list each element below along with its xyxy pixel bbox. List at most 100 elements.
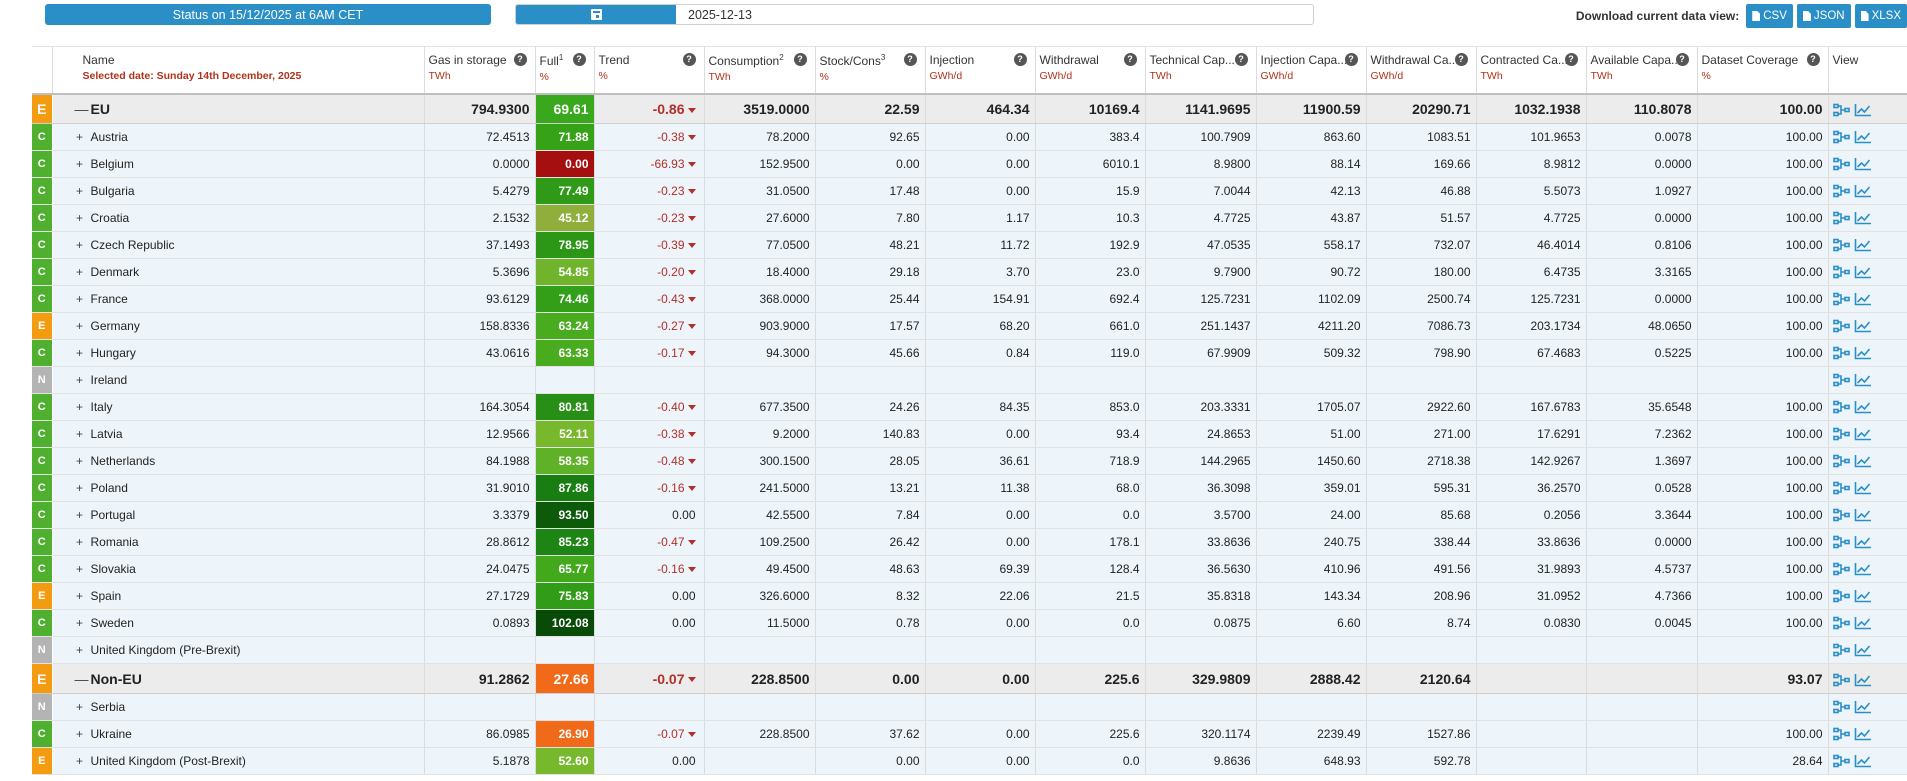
help-icon[interactable]: ? — [1234, 53, 1248, 66]
table-row[interactable]: C + Netherlands 84.1988 58.35 -0.48 300.1500 28… — [32, 447, 1907, 475]
table-row[interactable]: C + Slovakia 24.0475 65.77 -0.16 49.4500 48.63 6… — [32, 555, 1907, 583]
expand-icon[interactable]: + — [75, 562, 83, 576]
table-row[interactable]: C + Romania 28.8612 85.23 -0.47 109.2500 26.42 0… — [32, 528, 1907, 556]
column-header-full[interactable]: Full1%? — [535, 46, 595, 95]
hierarchy-icon[interactable] — [1832, 727, 1851, 741]
help-icon[interactable]: ? — [903, 53, 917, 66]
hierarchy-icon[interactable] — [1832, 673, 1851, 687]
line-chart-icon[interactable] — [1854, 184, 1872, 198]
expand-icon[interactable]: + — [75, 481, 83, 495]
date-input[interactable] — [676, 5, 1313, 24]
line-chart-icon[interactable] — [1854, 481, 1872, 495]
line-chart-icon[interactable] — [1854, 508, 1872, 522]
table-row[interactable]: C + Latvia 12.9566 52.11 -0.38 9.2000 140.83 0.0… — [32, 420, 1907, 448]
expand-icon[interactable]: + — [75, 508, 83, 522]
group-row[interactable]: E — Non-EU 91.2862 27.66 -0.07 228.8500 0.00 0.0… — [32, 663, 1907, 694]
group-row[interactable]: E — EU 794.9300 69.61 -0.86 3519.0000 22.59 464.… — [32, 93, 1907, 124]
line-chart-icon[interactable] — [1854, 727, 1872, 741]
line-chart-icon[interactable] — [1854, 700, 1872, 714]
table-row[interactable]: C + Denmark 5.3696 54.85 -0.20 18.4000 29.18 3.7… — [32, 258, 1907, 286]
expand-icon[interactable]: + — [75, 643, 83, 657]
hierarchy-icon[interactable] — [1832, 508, 1851, 522]
help-icon[interactable]: ? — [1344, 53, 1358, 66]
collapse-icon[interactable]: — — [74, 670, 89, 687]
table-row[interactable]: C + Poland 31.9010 87.86 -0.16 241.5000 13.21 11… — [32, 474, 1907, 502]
column-header-dataset-coverage[interactable]: Dataset Coverage%? — [1697, 46, 1829, 95]
table-row[interactable]: C + Bulgaria 5.4279 77.49 -0.23 31.0500 17.48 0.… — [32, 177, 1907, 205]
hierarchy-icon[interactable] — [1832, 238, 1851, 252]
expand-icon[interactable]: + — [75, 400, 83, 414]
expand-icon[interactable]: + — [75, 346, 83, 360]
table-row[interactable]: C + Portugal 3.3379 93.50 0.00 42.5500 7.84 0.00… — [32, 501, 1907, 529]
column-header-withdrawal[interactable]: Withdrawal GWh/d? — [1035, 46, 1146, 95]
line-chart-icon[interactable] — [1854, 673, 1872, 687]
hierarchy-icon[interactable] — [1832, 103, 1851, 117]
hierarchy-icon[interactable] — [1832, 643, 1851, 657]
column-header-contracted-ca[interactable]: Contracted Ca... TWh? — [1476, 46, 1587, 95]
table-row[interactable]: N + United Kingdom (Pre-Brexit) — [32, 636, 1907, 664]
expand-icon[interactable]: + — [75, 238, 83, 252]
download-csv-button[interactable]: CSV — [1746, 4, 1793, 28]
table-row[interactable]: N + Ireland — [32, 366, 1907, 394]
table-row[interactable]: C + Belgium 0.0000 0.00 -66.93 152.9500 0.00 0.0… — [32, 150, 1907, 178]
hierarchy-icon[interactable] — [1832, 481, 1851, 495]
expand-icon[interactable]: + — [75, 700, 83, 714]
line-chart-icon[interactable] — [1854, 589, 1872, 603]
column-header-consumption[interactable]: Consumption2 TWh? — [704, 46, 816, 95]
help-icon[interactable]: ? — [1675, 53, 1689, 66]
hierarchy-icon[interactable] — [1832, 184, 1851, 198]
hierarchy-icon[interactable] — [1832, 589, 1851, 603]
table-row[interactable]: C + Italy 164.3054 80.81 -0.40 677.3500 24.26 84… — [32, 393, 1907, 421]
line-chart-icon[interactable] — [1854, 238, 1872, 252]
expand-icon[interactable]: + — [75, 427, 83, 441]
hierarchy-icon[interactable] — [1832, 265, 1851, 279]
line-chart-icon[interactable] — [1854, 319, 1872, 333]
column-header-name[interactable]: Name Selected date: Sunday 14th December,… — [52, 46, 425, 95]
hierarchy-icon[interactable] — [1832, 535, 1851, 549]
hierarchy-icon[interactable] — [1832, 157, 1851, 171]
line-chart-icon[interactable] — [1854, 400, 1872, 414]
line-chart-icon[interactable] — [1854, 373, 1872, 387]
help-icon[interactable]: ? — [1564, 53, 1578, 66]
collapse-icon[interactable]: — — [74, 100, 89, 117]
line-chart-icon[interactable] — [1854, 562, 1872, 576]
hierarchy-icon[interactable] — [1832, 754, 1851, 768]
column-header-injection-capa[interactable]: Injection Capa... GWh/d? — [1256, 46, 1367, 95]
line-chart-icon[interactable] — [1854, 616, 1872, 630]
hierarchy-icon[interactable] — [1832, 130, 1851, 144]
column-header-gas-in-storage[interactable]: Gas in storage TWh? — [424, 46, 536, 95]
expand-icon[interactable]: + — [75, 727, 83, 741]
line-chart-icon[interactable] — [1854, 103, 1872, 117]
table-row[interactable]: C + Hungary 43.0616 63.33 -0.17 94.3000 45.66 0.… — [32, 339, 1907, 367]
expand-icon[interactable]: + — [75, 454, 83, 468]
line-chart-icon[interactable] — [1854, 292, 1872, 306]
help-icon[interactable]: ? — [1013, 53, 1027, 66]
help-icon[interactable]: ? — [682, 53, 696, 66]
hierarchy-icon[interactable] — [1832, 427, 1851, 441]
column-header-withdrawal-ca[interactable]: Withdrawal Ca... GWh/d? — [1366, 46, 1477, 95]
expand-icon[interactable]: + — [75, 211, 83, 225]
line-chart-icon[interactable] — [1854, 754, 1872, 768]
line-chart-icon[interactable] — [1854, 427, 1872, 441]
help-icon[interactable]: ? — [793, 53, 807, 66]
hierarchy-icon[interactable] — [1832, 292, 1851, 306]
calendar-button[interactable] — [516, 5, 676, 24]
hierarchy-icon[interactable] — [1832, 454, 1851, 468]
expand-icon[interactable]: + — [75, 157, 83, 171]
table-row[interactable]: C + France 93.6129 74.46 -0.43 368.0000 25.44 15… — [32, 285, 1907, 313]
table-row[interactable]: C + Ukraine 86.0985 26.90 -0.07 228.8500 37.62 0… — [32, 720, 1907, 748]
help-icon[interactable]: ? — [1806, 53, 1820, 66]
table-row[interactable]: E + Germany 158.8336 63.24 -0.27 903.9000 17.57… — [32, 312, 1907, 340]
line-chart-icon[interactable] — [1854, 346, 1872, 360]
date-picker[interactable] — [515, 4, 1314, 25]
hierarchy-icon[interactable] — [1832, 562, 1851, 576]
line-chart-icon[interactable] — [1854, 454, 1872, 468]
hierarchy-icon[interactable] — [1832, 211, 1851, 225]
table-row[interactable]: C + Czech Republic 37.1493 78.95 -0.39 77.0500… — [32, 231, 1907, 259]
hierarchy-icon[interactable] — [1832, 400, 1851, 414]
expand-icon[interactable]: + — [75, 130, 83, 144]
expand-icon[interactable]: + — [75, 292, 83, 306]
table-row[interactable]: N + Serbia — [32, 693, 1907, 721]
expand-icon[interactable]: + — [75, 535, 83, 549]
table-row[interactable]: C + Croatia 2.1532 45.12 -0.23 27.6000 7.80 1.17… — [32, 204, 1907, 232]
